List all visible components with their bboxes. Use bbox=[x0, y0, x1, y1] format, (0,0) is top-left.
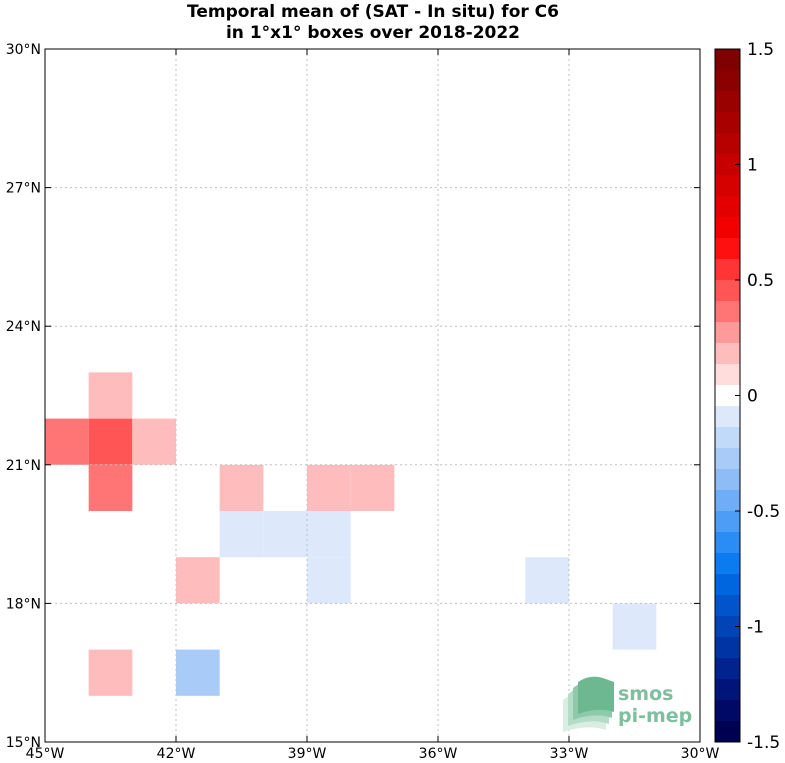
colorbar-swatch-3 bbox=[715, 112, 740, 134]
data-cell-11 bbox=[307, 557, 351, 604]
colorbar-swatches bbox=[715, 49, 740, 743]
x-tick-label-2: 39°W bbox=[288, 746, 327, 762]
colorbar-swatch-27 bbox=[715, 616, 740, 638]
colorbar-swatch-7 bbox=[715, 196, 740, 218]
colorbar-labels: 1.5 1 0.5 0 -0.5 -1 -1.5 bbox=[735, 40, 780, 753]
colorbar-swatch-19 bbox=[715, 448, 740, 470]
colorbar-label-6: -1.5 bbox=[747, 733, 780, 753]
data-cell-5 bbox=[219, 464, 264, 511]
colorbar-label-4: -0.5 bbox=[747, 502, 780, 522]
colorbar-swatch-11 bbox=[715, 280, 740, 302]
tick-marks-layer bbox=[44, 48, 701, 743]
y-tick-label-3: 24°N bbox=[6, 319, 41, 335]
colorbar-swatch-16 bbox=[715, 385, 740, 407]
colorbar-swatch-22 bbox=[715, 511, 740, 533]
data-cell-10 bbox=[307, 511, 351, 558]
x-tick-label-0: 45°W bbox=[26, 746, 65, 762]
data-cell-13 bbox=[525, 557, 569, 604]
map-plot-area bbox=[44, 48, 701, 743]
colorbar-swatch-18 bbox=[715, 427, 740, 449]
data-cell-3 bbox=[88, 372, 133, 419]
colorbar-swatch-30 bbox=[715, 679, 740, 701]
y-tick-label-0: 15°N bbox=[6, 735, 41, 751]
colorbar-swatch-17 bbox=[715, 406, 740, 428]
y-tick-label-5: 30°N bbox=[6, 42, 41, 58]
colorbar-swatch-2 bbox=[715, 91, 740, 113]
logo-text-smos: smos bbox=[618, 683, 673, 705]
colorbar-label-1: 1 bbox=[747, 156, 758, 176]
chart-title-line-2: in 1°x1° boxes over 2018-2022 bbox=[226, 23, 520, 43]
y-tick-label-1: 18°N bbox=[6, 596, 41, 612]
colorbar-swatch-6 bbox=[715, 175, 740, 197]
colorbar-swatch-9 bbox=[715, 238, 740, 260]
colorbar-swatch-15 bbox=[715, 364, 740, 386]
colorbar: 1.5 1 0.5 0 -0.5 -1 -1.5 bbox=[714, 40, 780, 753]
x-tick-label-4: 33°W bbox=[550, 746, 589, 762]
y-tick-label-2: 21°N bbox=[6, 458, 41, 474]
y-tick-label-4: 27°N bbox=[6, 181, 41, 197]
colorbar-swatch-10 bbox=[715, 259, 740, 281]
colorbar-label-0: 1.5 bbox=[747, 40, 774, 60]
map-background bbox=[45, 49, 700, 742]
colorbar-swatch-8 bbox=[715, 217, 740, 239]
data-cell-14 bbox=[612, 603, 657, 650]
data-cells-layer bbox=[45, 372, 657, 696]
data-cell-8 bbox=[219, 511, 264, 558]
data-cell-2 bbox=[132, 418, 176, 465]
data-cell-16 bbox=[176, 649, 220, 696]
colorbar-swatch-5 bbox=[715, 154, 740, 176]
data-cell-15 bbox=[88, 649, 133, 696]
colorbar-swatch-29 bbox=[715, 658, 740, 680]
colorbar-swatch-24 bbox=[715, 553, 740, 575]
colorbar-swatch-4 bbox=[715, 133, 740, 155]
colorbar-swatch-32 bbox=[715, 721, 740, 743]
smos-pi-mep-logo: smos pi-mep bbox=[563, 676, 692, 732]
x-tick-label-5: 30°W bbox=[681, 746, 720, 762]
colorbar-swatch-13 bbox=[715, 322, 740, 344]
colorbar-swatch-20 bbox=[715, 469, 740, 491]
colorbar-swatch-12 bbox=[715, 301, 740, 323]
data-cell-1 bbox=[88, 418, 133, 465]
colorbar-label-5: -1 bbox=[747, 618, 764, 638]
data-cell-6 bbox=[307, 464, 351, 511]
y-tick-labels: 15°N 18°N 21°N 24°N 27°N 30°N bbox=[6, 42, 41, 751]
logo-wave-icon bbox=[563, 676, 614, 732]
colorbar-swatch-0 bbox=[715, 49, 740, 71]
data-cell-12 bbox=[176, 557, 220, 604]
x-tick-label-1: 42°W bbox=[157, 746, 196, 762]
data-cell-9 bbox=[263, 511, 307, 558]
gridlines-layer bbox=[45, 49, 700, 742]
colorbar-label-3: 0 bbox=[747, 387, 758, 407]
map-frame bbox=[44, 48, 701, 743]
x-tick-labels: 45°W 42°W 39°W 36°W 33°W 30°W bbox=[26, 746, 720, 762]
colorbar-swatch-21 bbox=[715, 490, 740, 512]
colorbar-swatch-26 bbox=[715, 595, 740, 617]
colorbar-swatch-14 bbox=[715, 343, 740, 365]
colorbar-swatch-28 bbox=[715, 637, 740, 659]
colorbar-swatch-23 bbox=[715, 532, 740, 554]
colorbar-label-2: 0.5 bbox=[747, 271, 774, 291]
data-cell-7 bbox=[350, 464, 395, 511]
x-tick-label-3: 36°W bbox=[419, 746, 458, 762]
chart-title-line-1: Temporal mean of (SAT - In situ) for C6 bbox=[187, 2, 559, 22]
data-cell-0 bbox=[45, 418, 89, 465]
logo-text-pi-mep: pi-mep bbox=[618, 705, 692, 727]
colorbar-swatch-1 bbox=[715, 70, 740, 92]
data-cell-4 bbox=[88, 464, 133, 511]
colorbar-swatch-31 bbox=[715, 700, 740, 722]
colorbar-swatch-25 bbox=[715, 574, 740, 596]
